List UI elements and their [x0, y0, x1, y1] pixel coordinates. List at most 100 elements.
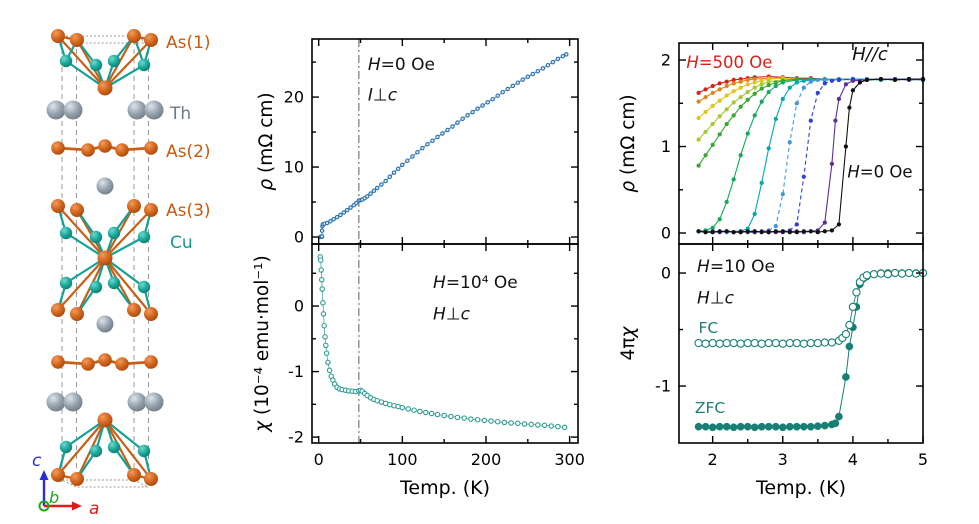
annotation: H⊥c	[433, 305, 471, 325]
label-as2: As(2)	[166, 142, 211, 162]
data-point	[752, 91, 757, 96]
data-point	[535, 422, 541, 428]
data-point	[764, 422, 773, 431]
tspan-shape: H	[697, 289, 710, 309]
data-point	[722, 338, 731, 348]
data-point	[801, 85, 806, 90]
atom	[59, 276, 73, 290]
data-point	[724, 107, 729, 112]
data-point	[745, 97, 750, 102]
data-point	[391, 170, 397, 175]
series-line	[320, 54, 567, 238]
data-point	[465, 113, 470, 118]
annotation: H=10⁴ Oe	[433, 273, 518, 293]
data-point	[759, 82, 764, 87]
data-point	[383, 178, 388, 184]
data-point	[717, 114, 722, 119]
tspan-shape: (mΩ cm)	[618, 94, 639, 181]
data-point	[841, 329, 851, 339]
data-point	[724, 199, 729, 205]
data-point	[773, 223, 778, 229]
data-point	[448, 413, 454, 420]
data-point	[319, 286, 325, 292]
data-point	[317, 257, 324, 263]
crystal-structure-diagram	[46, 29, 164, 488]
series-H-blue	[696, 76, 926, 235]
data-point	[480, 103, 485, 108]
data-point	[328, 219, 333, 224]
data-point	[696, 99, 701, 104]
data-point	[696, 137, 701, 142]
data-point	[494, 418, 501, 425]
series-rho-H0	[318, 52, 569, 240]
data-point	[829, 78, 835, 83]
data-point	[710, 121, 715, 127]
data-point	[738, 79, 743, 84]
data-point	[794, 101, 799, 106]
atom	[59, 440, 73, 454]
data-point	[745, 131, 750, 136]
y-tick-label: 1	[661, 137, 671, 156]
data-point	[440, 131, 445, 136]
c-axis-arrowhead-icon	[39, 470, 49, 480]
data-point	[842, 373, 850, 381]
bond	[64, 418, 107, 449]
tspan-shape: (10⁻⁴ emu·mol⁻¹)	[252, 255, 273, 421]
data-point	[515, 420, 521, 427]
data-point	[703, 129, 708, 134]
data-point	[813, 422, 822, 431]
data-point	[520, 77, 526, 82]
data-point	[869, 270, 879, 279]
tspan-shape: ⊥	[446, 305, 461, 325]
y-tick-label: 20	[284, 88, 304, 107]
data-point	[410, 154, 415, 159]
tspan-shape: H//c	[852, 44, 888, 65]
data-point	[745, 89, 750, 95]
data-point	[806, 338, 815, 348]
y-axis-label: ρ (mΩ cm)	[618, 94, 639, 192]
annotation: H//c	[852, 44, 888, 65]
data-point	[778, 339, 787, 348]
data-point	[773, 116, 778, 122]
data-point	[892, 77, 898, 83]
data-point	[405, 158, 410, 163]
data-point	[325, 359, 331, 366]
data-point	[540, 66, 546, 71]
data-point	[703, 95, 708, 100]
data-point	[717, 132, 722, 137]
data-point	[759, 86, 764, 91]
data-point	[757, 339, 766, 348]
atom	[144, 355, 158, 369]
plot-frame	[678, 243, 924, 444]
data-point	[731, 113, 736, 118]
data-point	[845, 320, 854, 330]
atom	[137, 230, 151, 244]
data-point	[731, 77, 736, 83]
atom	[137, 444, 151, 458]
atom	[51, 303, 65, 317]
data-point	[780, 80, 785, 85]
data-point	[710, 225, 715, 230]
data-point	[852, 288, 861, 297]
data-point	[835, 412, 843, 421]
data-point	[759, 230, 764, 235]
atom	[70, 203, 84, 217]
data-point	[778, 423, 787, 432]
series-FC	[694, 268, 928, 348]
data-point	[906, 76, 912, 82]
tspan-shape: =0 Oe	[860, 163, 913, 182]
annotation: ZFC	[695, 399, 725, 417]
data-point	[773, 83, 778, 89]
data-point	[717, 217, 722, 222]
data-point	[736, 422, 745, 431]
data-point	[745, 77, 750, 83]
data-point	[771, 422, 780, 431]
data-point	[371, 188, 377, 194]
tspan-shape: ⊥	[710, 289, 725, 309]
data-point	[815, 230, 820, 235]
data-point	[722, 422, 731, 431]
data-point	[794, 230, 799, 235]
tspan-shape: ⊥	[373, 86, 388, 106]
